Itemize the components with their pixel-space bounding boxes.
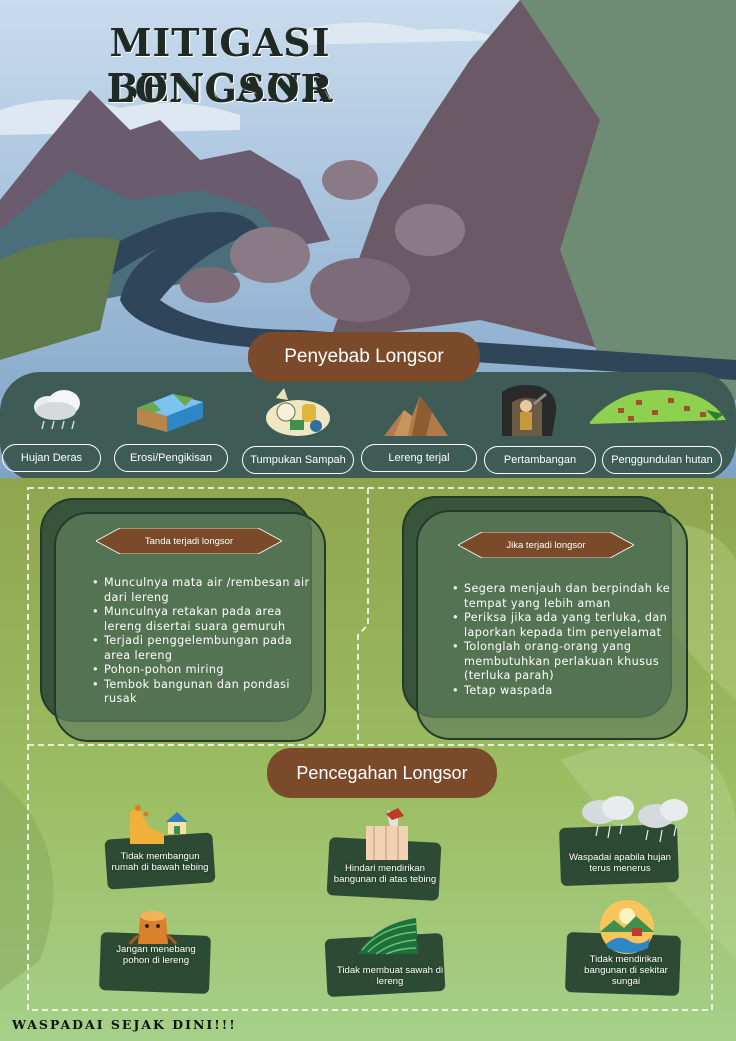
cause-label-hutan: Penggundulan hutan xyxy=(602,446,722,474)
signs-item: Pohon-pohon miring xyxy=(92,663,314,678)
rice-terrace-icon xyxy=(358,918,418,955)
prevention-text-6: Tidak mendirikan bangunan di sekitar sun… xyxy=(584,954,668,987)
rain-cloud-icon-2 xyxy=(582,796,688,843)
signs-item: Munculnya retakan pada area lereng diser… xyxy=(92,605,314,634)
cause-label-hujan: Hujan Deras xyxy=(2,444,101,472)
actions-item: Tetap waspada xyxy=(452,684,678,699)
house-on-cliff-icon xyxy=(366,808,408,860)
prevention-text-4: Jangan menebang pohon di lereng xyxy=(116,944,196,966)
prevention-heading: Pencegahan Longsor xyxy=(267,748,497,798)
garbage-pile-icon xyxy=(266,388,330,436)
rain-cloud-icon xyxy=(34,390,80,430)
signs-item: Terjadi penggelembungan pada area lereng xyxy=(92,634,314,663)
prevention-text-3: Waspadai apabila hujan terus menerus xyxy=(568,852,672,874)
cause-label-sampah: Tumpukan Sampah xyxy=(242,446,354,474)
actions-list: Segera menjauh dan berpindah ke tempat y… xyxy=(452,582,678,698)
actions-item: Segera menjauh dan berpindah ke tempat y… xyxy=(452,582,678,611)
erosion-icon xyxy=(137,394,203,432)
page-title-line2: LONGSOR xyxy=(106,66,334,111)
actions-item: Periksa jika ada yang terluka, dan lapor… xyxy=(452,611,678,640)
prevention-text-2: Hindari mendirikan bangunan di atas tebi… xyxy=(333,863,437,885)
signs-item: Munculnya mata air /rembesan air dari le… xyxy=(92,576,314,605)
cause-label-erosi: Erosi/Pengikisan xyxy=(114,444,228,472)
tree-stump-icon xyxy=(128,911,178,945)
page-title-line1: MITIGASI BENCANA xyxy=(106,20,334,110)
mining-icon xyxy=(502,384,557,436)
cause-label-tambang: Pertambangan xyxy=(484,446,596,474)
house-under-cliff-icon xyxy=(130,805,188,844)
footer-slogan: WASPADAI SEJAK DINI!!! xyxy=(12,1017,237,1032)
signs-list: Munculnya mata air /rembesan air dari le… xyxy=(92,576,314,707)
signs-item: Tembok bangunan dan pondasi rusak xyxy=(92,678,314,707)
river-icon xyxy=(600,900,654,954)
signs-heading: Tanda terjadi longsor xyxy=(96,528,282,554)
cause-label-lereng: Lereng terjal xyxy=(361,444,477,472)
actions-item: Tolonglah orang-orang yang membutuhkan p… xyxy=(452,640,678,684)
prevention-text-1: Tidak membangun rumah di bawah tebing xyxy=(111,851,209,873)
deforestation-icon xyxy=(590,389,726,424)
causes-heading: Penyebab Longsor xyxy=(248,332,480,382)
prevention-text-5: Tidak membuat sawah di lereng xyxy=(336,965,444,987)
steep-slope-icon xyxy=(384,396,448,436)
actions-heading: Jika terjadi longsor xyxy=(458,532,634,558)
